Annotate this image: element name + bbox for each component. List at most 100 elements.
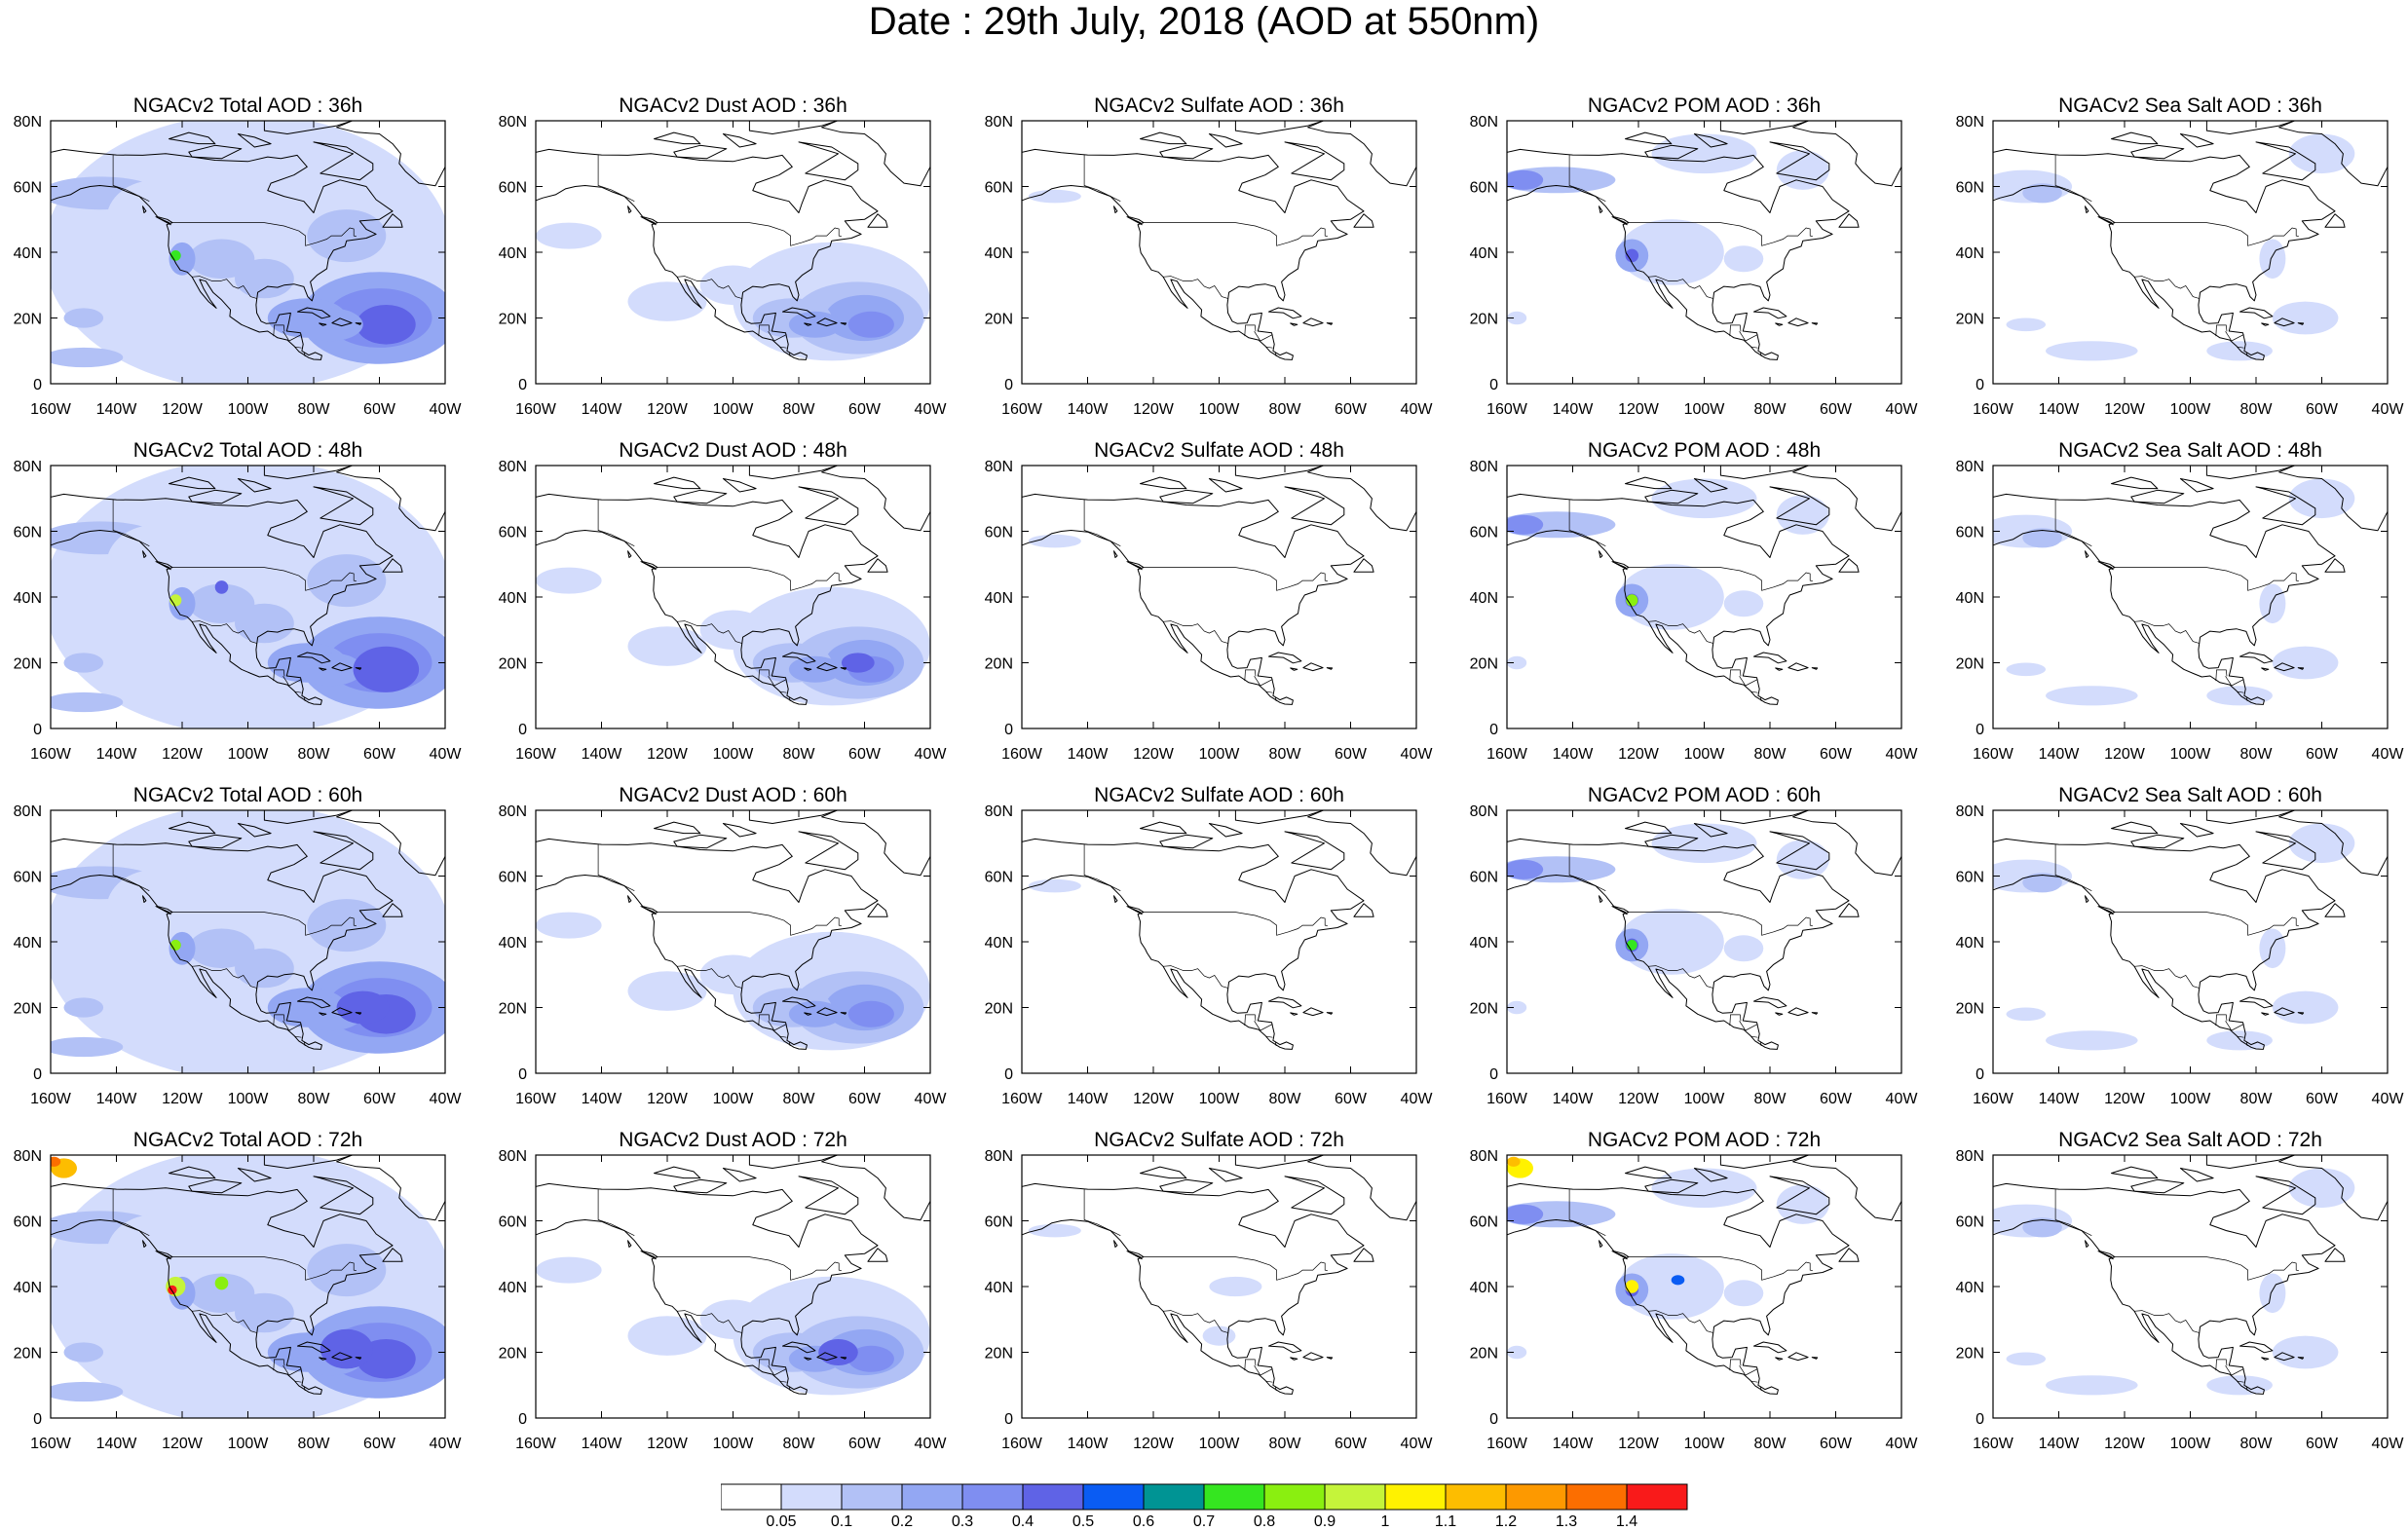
x-tick-label: 160W	[1001, 746, 1043, 763]
x-tick-label: 100W	[713, 1436, 755, 1452]
x-tick-label: 160W	[1973, 1436, 2014, 1452]
x-tick-label: 60W	[848, 1436, 882, 1452]
y-tick-label: 80N	[499, 459, 527, 475]
aod-field	[51, 810, 445, 1073]
x-tick-label: 160W	[1486, 401, 1528, 418]
aod-field	[1028, 878, 1081, 893]
x-tick-label: 40W	[2372, 1091, 2405, 1107]
panel-title: NGACv2 Sulfate AOD : 72h	[1094, 1129, 1344, 1151]
aod-blob	[1776, 1184, 1829, 1224]
coastline	[1993, 121, 2388, 360]
aod-field	[1507, 1156, 1829, 1360]
x-tick-label: 60W	[1335, 746, 1368, 763]
aod-blob	[2022, 1217, 2062, 1238]
coastline	[536, 121, 930, 360]
aod-blob	[2272, 301, 2339, 335]
aod-blob	[536, 912, 602, 939]
aod-blob	[307, 554, 387, 608]
y-tick-label: 60N	[1956, 525, 1984, 541]
colorbar-swatch	[1505, 1483, 1567, 1511]
panel-grid: 160W 140W 120W 100W 80W 60W 40W 0 20N 40N 60N 80N NG…	[14, 94, 2405, 1452]
aod-blob	[1625, 248, 1639, 263]
aod-blob	[699, 265, 767, 306]
map-svg: 160W 140W 120W 100W 80W 60W 40W 0 20N 40N 60N 80N NG…	[1956, 784, 2405, 1107]
x-tick-label: 40W	[915, 746, 948, 763]
x-tick-label: 100W	[228, 1436, 270, 1452]
y-tick-label: 20N	[1470, 312, 1498, 328]
aod-blob	[2272, 990, 2339, 1025]
panel-title: NGACv2 Sea Salt AOD : 48h	[2058, 439, 2322, 462]
y-tick-label: 0	[1975, 377, 1984, 393]
coastline	[1022, 121, 1416, 360]
map-svg: 160W 140W 120W 100W 80W 60W 40W 0 20N 40N 60N 80N NG…	[14, 94, 463, 418]
coastline	[536, 466, 930, 705]
x-tick-label: 160W	[1973, 401, 2014, 418]
x-tick-label: 100W	[1684, 401, 1726, 418]
aod-blob	[188, 1273, 255, 1314]
colorbar-label: 0.1	[831, 1513, 852, 1528]
x-tick-label: 80W	[298, 746, 331, 763]
x-tick-label: 80W	[1269, 1091, 1302, 1107]
x-tick-label: 120W	[2104, 1436, 2146, 1452]
country-border	[597, 155, 842, 357]
coastline	[1507, 121, 1901, 360]
y-tick-label: 60N	[1956, 1214, 1984, 1231]
map-svg: 160W 140W 120W 100W 80W 60W 40W 0 20N 40N 60N 80N NG…	[1470, 1129, 1919, 1452]
aod-blob	[847, 1000, 894, 1027]
x-tick-label: 40W	[2372, 401, 2405, 418]
colorbar-swatch	[1445, 1483, 1507, 1511]
y-tick-label: 60N	[14, 870, 42, 886]
x-tick-label: 140W	[2039, 1436, 2081, 1452]
country-border	[597, 1189, 842, 1392]
y-tick-label: 40N	[985, 590, 1013, 607]
x-tick-label: 80W	[2240, 401, 2274, 418]
x-tick-label: 140W	[582, 746, 623, 763]
x-tick-label: 160W	[1001, 1436, 1043, 1452]
map-panel-dust-72h: 160W 140W 120W 100W 80W 60W 40W 0 20N 40N 60N 80N NG…	[499, 1129, 948, 1452]
country-border	[2054, 1189, 2299, 1392]
aod-blob	[106, 869, 206, 949]
aod-blob	[2006, 1352, 2047, 1366]
map-svg: 160W 140W 120W 100W 80W 60W 40W 0 20N 40N 60N 80N NG…	[1470, 94, 1919, 418]
aod-blob	[699, 954, 767, 995]
country-border	[1083, 155, 1328, 357]
aod-field	[536, 912, 930, 1051]
y-tick-label: 60N	[1956, 180, 1984, 197]
x-tick-label: 80W	[1754, 1436, 1787, 1452]
y-tick-label: 80N	[1956, 459, 1984, 475]
aod-blob	[2272, 1335, 2339, 1369]
x-tick-label: 80W	[298, 401, 331, 418]
aod-blob	[1028, 189, 1081, 204]
aod-blob	[106, 524, 206, 604]
x-tick-label: 160W	[515, 1091, 557, 1107]
colorbar-swatch	[1082, 1483, 1145, 1511]
x-tick-label: 160W	[1001, 1091, 1043, 1107]
x-tick-label: 60W	[1820, 1436, 1853, 1452]
x-tick-label: 80W	[783, 1436, 816, 1452]
aod-blob	[63, 1342, 104, 1363]
y-tick-label: 0	[1489, 1411, 1498, 1428]
x-tick-label: 100W	[713, 746, 755, 763]
y-tick-label: 60N	[1470, 1214, 1498, 1231]
aod-blob	[1618, 219, 1724, 285]
map-svg: 160W 140W 120W 100W 80W 60W 40W 0 20N 40N 60N 80N NG…	[14, 1129, 463, 1452]
aod-blob	[2206, 341, 2273, 361]
x-tick-label: 60W	[2306, 401, 2339, 418]
y-tick-label: 20N	[14, 656, 42, 673]
aod-blob	[536, 567, 602, 594]
x-tick-label: 40W	[915, 1436, 948, 1452]
colorbar-label: 1.4	[1616, 1513, 1637, 1528]
map-panel-dust-48h: 160W 140W 120W 100W 80W 60W 40W 0 20N 40N 60N 80N NG…	[499, 439, 948, 763]
figure-title: Date : 29th July, 2018 (AOD at 550nm)	[868, 0, 1540, 43]
aod-blob	[2006, 662, 2047, 677]
aod-blob	[699, 1299, 767, 1340]
map-svg: 160W 140W 120W 100W 80W 60W 40W 0 20N 40N 60N 80N NG…	[985, 1129, 1434, 1452]
x-tick-label: 40W	[2372, 1436, 2405, 1452]
y-tick-label: 40N	[499, 935, 527, 952]
panel-title: NGACv2 Total AOD : 36h	[133, 94, 362, 117]
map-panel-seasalt-60h: 160W 140W 120W 100W 80W 60W 40W 0 20N 40N 60N 80N NG…	[1956, 784, 2405, 1107]
x-tick-label: 100W	[1199, 1091, 1241, 1107]
country-border	[112, 500, 357, 702]
aod-blob	[1651, 1168, 1757, 1209]
panel-title: NGACv2 Total AOD : 72h	[133, 1129, 362, 1151]
